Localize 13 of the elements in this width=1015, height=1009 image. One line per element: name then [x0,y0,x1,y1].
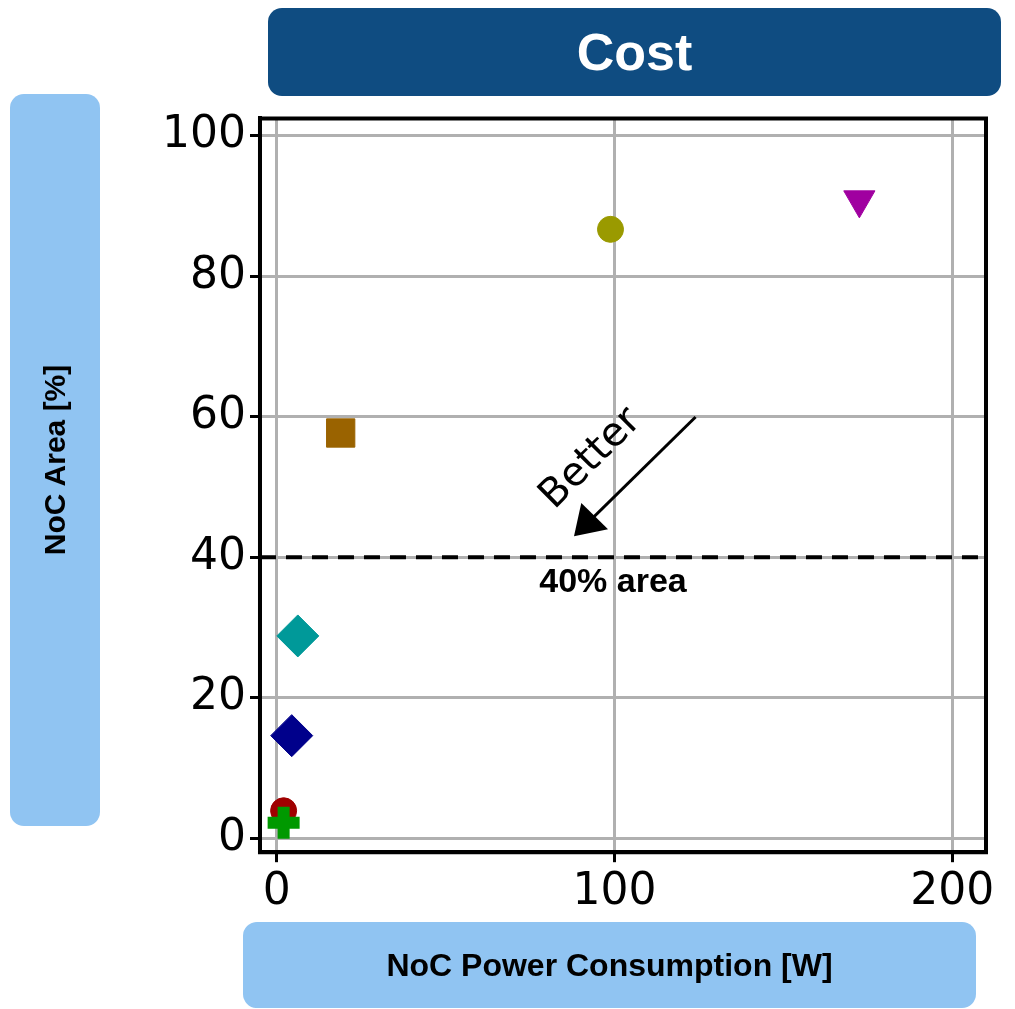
x-tick-label: 100 [572,863,657,915]
ref-line-label: 40% area [539,560,688,599]
y-tick-label: 100 [162,106,246,158]
x-axis-title: NoC Power Consumption [W] [243,922,976,1008]
x-tick-label: 0 [262,863,291,915]
x-tick-label: 200 [910,863,995,915]
y-tick-label: 40 [189,527,246,579]
y-tick-label: 60 [189,387,246,439]
y-tick-label: 20 [189,668,246,720]
y-axis-title: NoC Area [%] [38,364,72,556]
y-tick-label: 80 [189,246,246,298]
chart-title: Cost [268,8,1001,96]
y-tick-label: 0 [217,808,246,860]
